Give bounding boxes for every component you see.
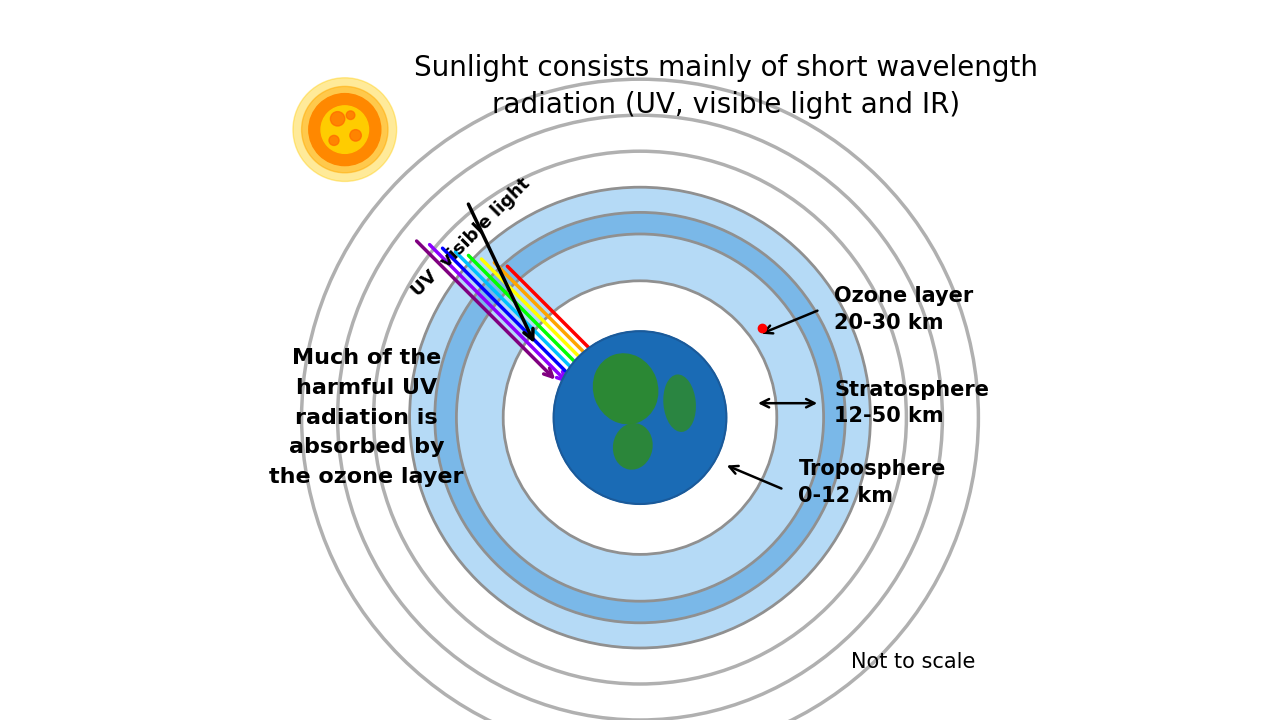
Circle shape <box>329 135 339 145</box>
Circle shape <box>330 112 344 126</box>
Ellipse shape <box>663 374 696 432</box>
Circle shape <box>349 130 361 141</box>
Wedge shape <box>435 212 845 623</box>
Text: Troposphere
0-12 km: Troposphere 0-12 km <box>799 459 946 505</box>
Text: Stratosphere
12-50 km: Stratosphere 12-50 km <box>835 380 989 426</box>
Ellipse shape <box>613 423 653 469</box>
Circle shape <box>302 86 388 173</box>
Circle shape <box>308 94 381 166</box>
Circle shape <box>553 331 727 504</box>
Circle shape <box>321 106 369 153</box>
Text: Not to scale: Not to scale <box>851 652 975 672</box>
Ellipse shape <box>593 354 658 424</box>
Text: Sunlight consists mainly of short wavelength
radiation (UV, visible light and IR: Sunlight consists mainly of short wavele… <box>415 54 1038 119</box>
Text: Ozone layer
20-30 km: Ozone layer 20-30 km <box>835 287 974 333</box>
Circle shape <box>347 111 355 120</box>
Text: Much of the
harmful UV
radiation is
absorbed by
the ozone layer: Much of the harmful UV radiation is abso… <box>269 348 463 487</box>
Text: UV  visible light: UV visible light <box>408 175 534 300</box>
Wedge shape <box>410 187 870 648</box>
Circle shape <box>293 78 397 181</box>
